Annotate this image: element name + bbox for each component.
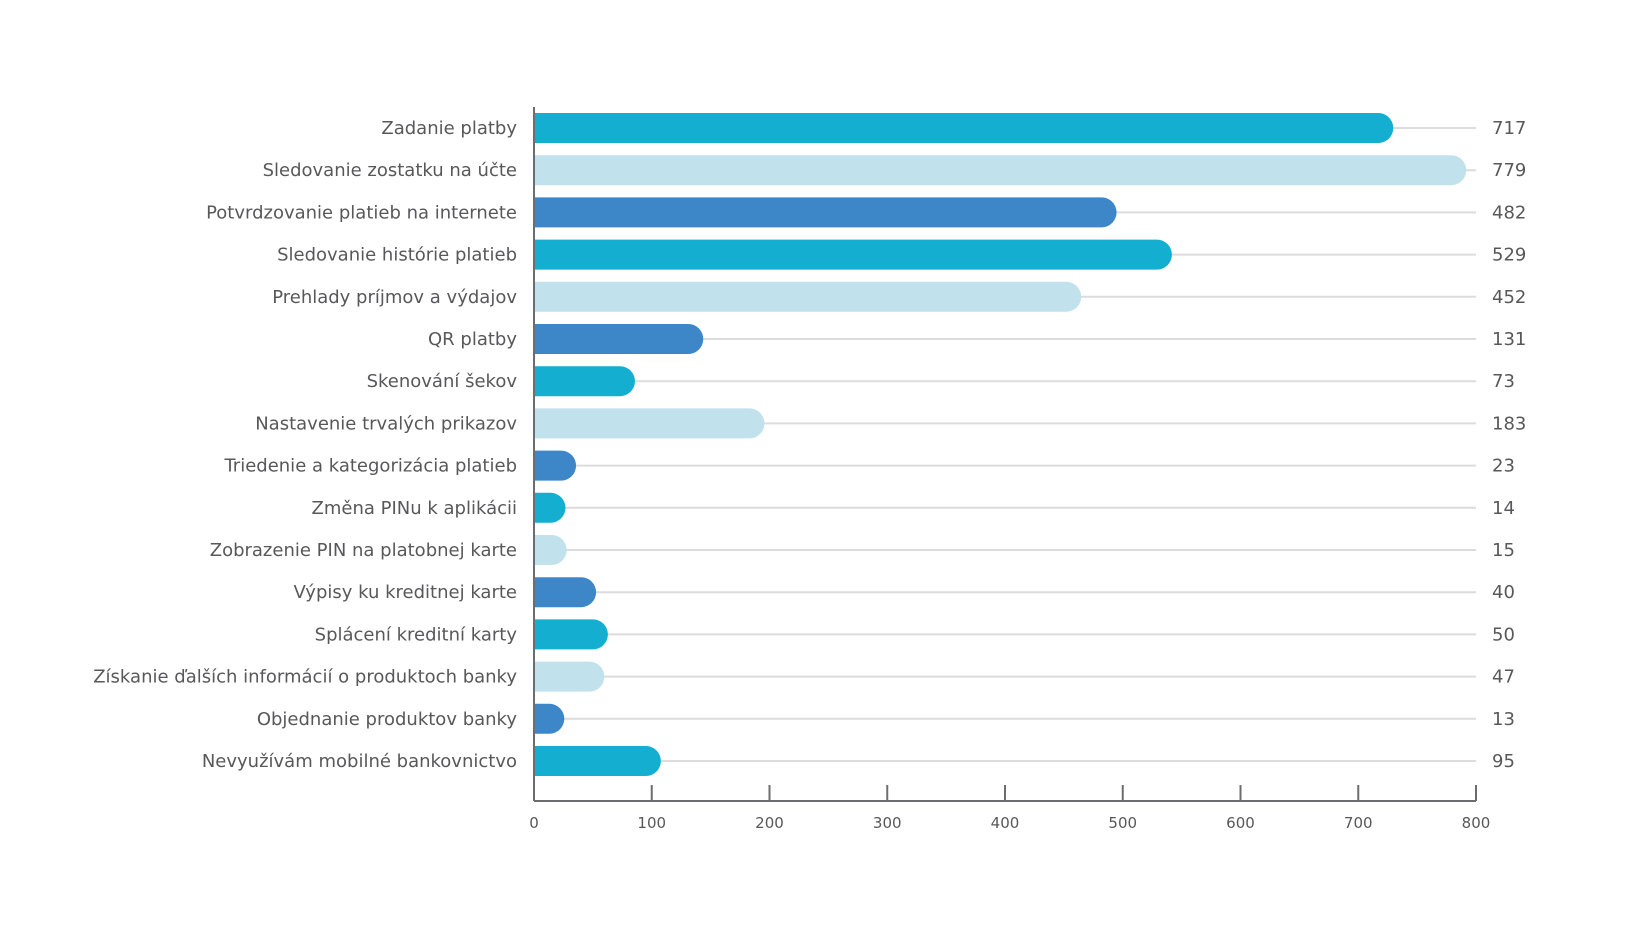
category-label: Nastavenie trvalých prikazov <box>255 413 517 434</box>
bar <box>534 619 608 650</box>
bar <box>534 197 1117 228</box>
category-label: Objednanie produktov banky <box>257 709 518 730</box>
value-label: 183 <box>1492 413 1526 434</box>
value-label: 73 <box>1492 371 1515 392</box>
bar <box>534 366 635 397</box>
value-label: 14 <box>1492 498 1515 519</box>
value-label: 23 <box>1492 456 1515 477</box>
x-tick-label: 600 <box>1226 814 1255 832</box>
category-label: Skenování šekov <box>367 371 518 392</box>
category-label: Splácení kreditní karty <box>315 624 518 645</box>
value-label: 15 <box>1492 540 1515 561</box>
value-label: 452 <box>1492 287 1526 308</box>
category-label: QR platby <box>428 329 517 350</box>
category-label: Nevyužívám mobilné bankovnictvo <box>202 751 517 772</box>
category-label: Prehlady príjmov a výdajov <box>272 287 517 308</box>
category-label: Získanie ďalších informácií o produktoch… <box>93 667 517 688</box>
bar <box>534 577 597 608</box>
value-label: 779 <box>1492 160 1526 181</box>
bar <box>534 661 605 692</box>
value-label: 47 <box>1492 667 1515 688</box>
category-label: Zadanie platby <box>381 118 517 139</box>
bar <box>534 324 704 354</box>
x-tick-label: 0 <box>529 814 539 832</box>
bar <box>534 113 1394 143</box>
bar <box>534 746 661 776</box>
x-tick-label: 300 <box>873 814 902 832</box>
category-label: Zobrazenie PIN na platobnej karte <box>210 540 517 561</box>
x-axis-ticks: 0 100 200 300 400 500 600 700 800 <box>529 785 1490 832</box>
value-label: 131 <box>1492 329 1526 350</box>
bar <box>534 239 1172 270</box>
bars <box>534 113 1467 776</box>
x-tick-label: 100 <box>637 814 666 832</box>
value-label: 40 <box>1492 582 1515 603</box>
category-label: Sledovanie histórie platieb <box>277 245 517 266</box>
value-label: 50 <box>1492 624 1515 645</box>
x-tick-label: 200 <box>755 814 784 832</box>
x-tick-label: 500 <box>1108 814 1137 832</box>
bar <box>534 535 567 565</box>
category-label: Triedenie a kategorizácia platieb <box>223 456 517 477</box>
bar <box>534 703 565 734</box>
value-label: 95 <box>1492 751 1515 772</box>
bar <box>534 408 765 439</box>
value-labels: 717 779 482 529 452 131 73 183 23 14 15 40 50 47 13 95 <box>1492 118 1526 772</box>
value-label: 717 <box>1492 118 1526 139</box>
bar <box>534 281 1082 312</box>
x-tick-label: 800 <box>1462 814 1491 832</box>
value-label: 529 <box>1492 245 1526 266</box>
category-labels: Zadanie platby Sledovanie zostatku na účt… <box>93 118 517 772</box>
x-tick-label: 700 <box>1344 814 1373 832</box>
bar <box>534 155 1467 186</box>
bar <box>534 450 577 481</box>
category-label: Sledovanie zostatku na účte <box>263 160 517 181</box>
category-label: Změna PINu k aplikácii <box>312 498 518 519</box>
bar <box>534 492 566 523</box>
x-tick-label: 400 <box>991 814 1020 832</box>
value-label: 13 <box>1492 709 1515 730</box>
category-label: Potvrdzovanie platieb na internete <box>206 202 517 223</box>
value-label: 482 <box>1492 202 1526 223</box>
category-label: Výpisy ku kreditnej karte <box>293 582 517 603</box>
